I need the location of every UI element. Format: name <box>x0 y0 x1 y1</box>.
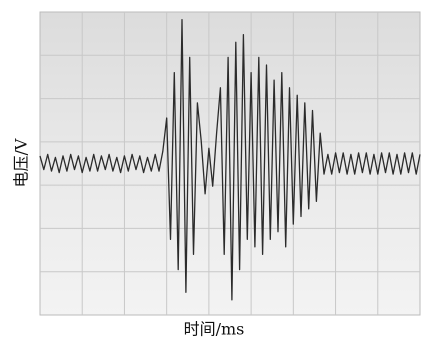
chart: 时间/ms 电压/V <box>0 0 422 341</box>
x-axis-label: 时间/ms <box>184 320 245 339</box>
page: {"chart_data": {"type": "line", "x_label… <box>0 0 422 341</box>
y-axis-label: 电压/V <box>12 138 31 187</box>
